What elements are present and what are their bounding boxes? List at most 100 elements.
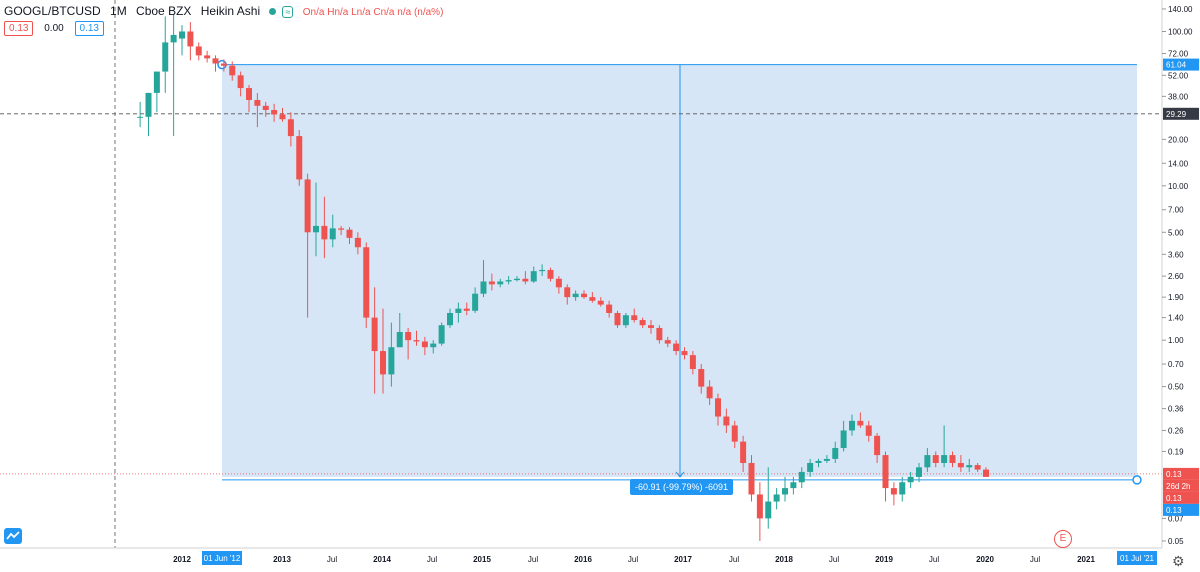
- candle-body[interactable]: [807, 462, 814, 472]
- candle-body[interactable]: [790, 482, 797, 489]
- candle-body[interactable]: [756, 494, 763, 519]
- buy-button[interactable]: 0.13: [74, 21, 104, 36]
- candle-body[interactable]: [254, 99, 261, 106]
- settings-gear-icon[interactable]: ⚙: [1172, 553, 1185, 569]
- candle-body[interactable]: [748, 462, 755, 495]
- price-axis[interactable]: [1162, 0, 1200, 548]
- candle-body[interactable]: [304, 179, 311, 233]
- candle-body[interactable]: [974, 465, 981, 470]
- candle-body[interactable]: [547, 269, 554, 279]
- candle-body[interactable]: [338, 228, 345, 230]
- candle-body[interactable]: [731, 425, 738, 442]
- eye-toggle-icon[interactable]: ≈: [282, 5, 294, 18]
- candle-body[interactable]: [530, 271, 537, 282]
- candle-body[interactable]: [413, 340, 420, 342]
- candle-body[interactable]: [204, 55, 211, 59]
- candle-body[interactable]: [673, 343, 680, 352]
- candle-body[interactable]: [874, 435, 881, 456]
- candle-body[interactable]: [983, 469, 989, 477]
- candle-body[interactable]: [346, 229, 353, 238]
- candle-body[interactable]: [497, 281, 504, 285]
- candle-body[interactable]: [589, 297, 596, 301]
- candle-body[interactable]: [916, 467, 922, 477]
- candle-body[interactable]: [899, 482, 906, 495]
- candle-body[interactable]: [823, 458, 830, 461]
- candle-body[interactable]: [798, 471, 805, 483]
- candle-body[interactable]: [321, 225, 328, 240]
- candle-body[interactable]: [681, 351, 688, 356]
- candle-body[interactable]: [639, 320, 646, 326]
- candle-body[interactable]: [622, 315, 629, 326]
- candle-body[interactable]: [237, 75, 244, 89]
- interval-label[interactable]: 1M: [110, 4, 127, 18]
- candle-body[interactable]: [849, 420, 855, 431]
- candle-body[interactable]: [480, 281, 487, 294]
- candle-body[interactable]: [195, 46, 202, 56]
- candle-body[interactable]: [949, 455, 956, 463]
- candle-body[interactable]: [514, 278, 520, 281]
- candle-body[interactable]: [539, 269, 546, 272]
- candle-body[interactable]: [890, 488, 897, 495]
- candle-body[interactable]: [698, 369, 705, 387]
- candle-body[interactable]: [287, 119, 294, 137]
- candle-body[interactable]: [865, 425, 872, 436]
- time-axis[interactable]: [0, 548, 1200, 572]
- candle-body[interactable]: [832, 448, 839, 459]
- candle-body[interactable]: [179, 31, 185, 39]
- candle-body[interactable]: [614, 312, 621, 326]
- candle-body[interactable]: [229, 65, 236, 76]
- candle-body[interactable]: [656, 327, 663, 341]
- candle-body[interactable]: [262, 105, 269, 110]
- candle-body[interactable]: [170, 34, 177, 43]
- candle-body[interactable]: [606, 304, 613, 313]
- symbol-label[interactable]: GOOGL/BTCUSD: [4, 4, 101, 18]
- candle-body[interactable]: [279, 114, 286, 120]
- candle-body[interactable]: [564, 287, 571, 298]
- sell-button[interactable]: 0.13: [4, 21, 34, 36]
- candle-body[interactable]: [153, 71, 160, 93]
- candle-body[interactable]: [363, 247, 370, 318]
- candle-body[interactable]: [740, 441, 747, 463]
- candle-body[interactable]: [488, 281, 495, 285]
- candle-body[interactable]: [388, 347, 395, 375]
- candle-body[interactable]: [664, 340, 671, 344]
- candle-body[interactable]: [463, 308, 470, 311]
- candle-body[interactable]: [815, 460, 822, 463]
- candle-body[interactable]: [187, 31, 194, 47]
- candle-body[interactable]: [405, 331, 412, 341]
- candle-body[interactable]: [907, 476, 914, 483]
- candle-body[interactable]: [522, 278, 529, 282]
- candle-body[interactable]: [380, 351, 386, 375]
- candle-body[interactable]: [313, 225, 319, 233]
- candle-body[interactable]: [396, 331, 403, 348]
- candle-body[interactable]: [689, 355, 696, 370]
- candle-body[interactable]: [455, 308, 462, 313]
- earnings-event-marker[interactable]: E: [1054, 530, 1072, 548]
- candle-body[interactable]: [447, 312, 453, 326]
- candle-body[interactable]: [857, 420, 864, 426]
- candle-body[interactable]: [329, 228, 336, 240]
- candle-body[interactable]: [472, 293, 479, 311]
- candle-body[interactable]: [924, 455, 931, 468]
- candle-body[interactable]: [162, 42, 169, 72]
- candle-body[interactable]: [354, 237, 361, 248]
- candle-body[interactable]: [505, 280, 512, 282]
- candle-body[interactable]: [715, 398, 721, 417]
- candle-body[interactable]: [581, 293, 587, 298]
- candle-body[interactable]: [648, 325, 654, 328]
- candle-body[interactable]: [296, 136, 303, 180]
- range-end-handle[interactable]: [1132, 475, 1142, 485]
- candle-body[interactable]: [555, 278, 562, 288]
- candle-body[interactable]: [932, 455, 939, 463]
- candle-body[interactable]: [966, 465, 973, 468]
- candle-body[interactable]: [421, 341, 428, 348]
- candle-body[interactable]: [220, 63, 227, 66]
- tradingview-logo-icon[interactable]: [4, 528, 22, 544]
- candle-body[interactable]: [597, 300, 604, 305]
- candle-body[interactable]: [572, 293, 579, 298]
- candle-body[interactable]: [271, 109, 278, 115]
- candle-body[interactable]: [246, 88, 252, 100]
- candle-body[interactable]: [957, 462, 964, 468]
- candle-body[interactable]: [137, 116, 144, 118]
